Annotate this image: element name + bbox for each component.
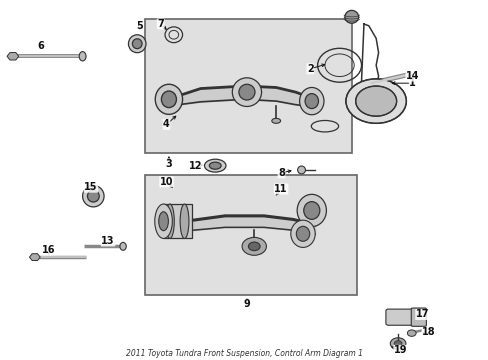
Ellipse shape [296,226,309,241]
Text: 19: 19 [393,345,407,355]
Text: 17: 17 [415,310,428,319]
FancyBboxPatch shape [144,175,356,295]
Text: 13: 13 [101,236,115,246]
FancyBboxPatch shape [144,19,351,153]
Ellipse shape [128,35,146,53]
Ellipse shape [120,242,126,250]
Text: 9: 9 [243,299,250,309]
Text: 18: 18 [421,327,435,337]
Ellipse shape [344,10,358,23]
Circle shape [407,330,415,336]
Circle shape [355,86,396,116]
Text: 4: 4 [163,120,169,129]
Text: 1: 1 [408,78,415,88]
FancyBboxPatch shape [162,204,191,238]
Text: 5: 5 [136,21,143,31]
Ellipse shape [159,212,168,231]
Text: 10: 10 [160,177,173,187]
Text: 7: 7 [157,19,163,29]
Ellipse shape [290,220,315,247]
Ellipse shape [204,159,225,172]
Text: 14: 14 [405,71,419,81]
Text: 15: 15 [84,182,98,192]
Text: 16: 16 [41,245,55,255]
Ellipse shape [180,204,188,238]
Ellipse shape [297,194,326,226]
Text: 3: 3 [165,159,172,169]
Text: 8: 8 [278,168,285,178]
Text: 2: 2 [306,64,313,74]
Circle shape [393,341,401,346]
Ellipse shape [297,166,305,174]
Circle shape [242,237,266,255]
Ellipse shape [165,204,174,238]
Ellipse shape [299,87,324,115]
Ellipse shape [87,190,99,202]
FancyBboxPatch shape [385,309,417,325]
Ellipse shape [303,202,319,219]
Ellipse shape [209,162,221,169]
FancyBboxPatch shape [410,308,426,326]
Ellipse shape [155,204,172,238]
Ellipse shape [232,78,261,107]
Ellipse shape [155,84,182,114]
Text: 6: 6 [38,41,44,50]
Ellipse shape [132,39,142,49]
Circle shape [345,79,406,123]
Text: 12: 12 [188,161,202,171]
Ellipse shape [82,185,104,207]
Ellipse shape [79,51,86,61]
Ellipse shape [271,118,280,123]
Ellipse shape [239,84,254,100]
Circle shape [248,242,260,251]
Ellipse shape [305,94,318,109]
Text: 11: 11 [274,184,287,194]
Text: 2011 Toyota Tundra Front Suspension, Control Arm Diagram 1: 2011 Toyota Tundra Front Suspension, Con… [126,348,362,357]
Circle shape [389,338,405,349]
Ellipse shape [161,91,176,108]
